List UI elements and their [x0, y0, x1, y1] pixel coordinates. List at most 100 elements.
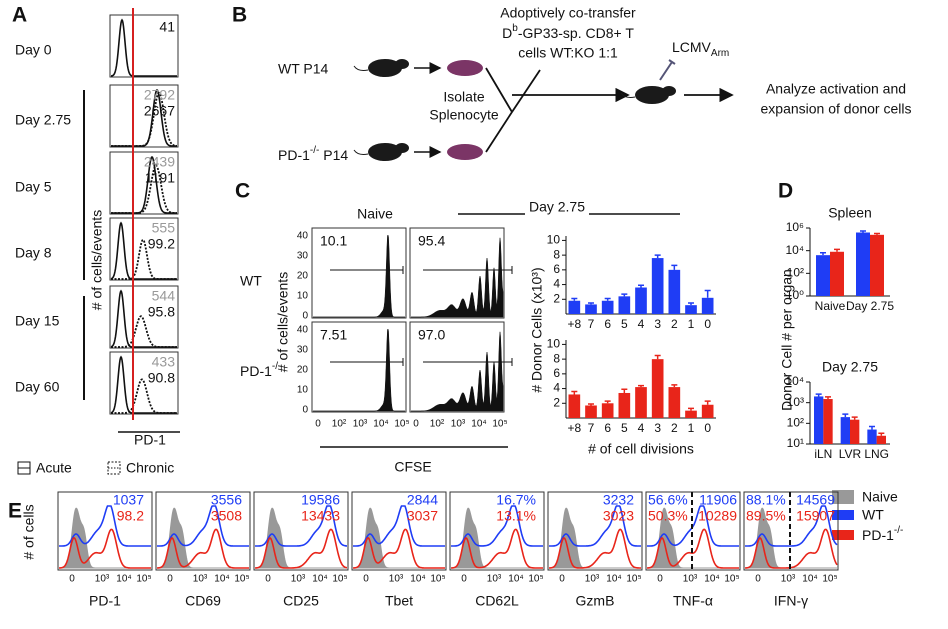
histogram	[549, 505, 641, 547]
histogram	[353, 528, 445, 569]
bar	[585, 405, 597, 418]
y-tick-label: 8	[553, 351, 560, 365]
histogram	[110, 221, 177, 280]
value-label: 13.1%	[496, 508, 536, 524]
step-label: Db-GP33-sp. CD8+ T	[502, 23, 634, 41]
value-label: 13433	[301, 508, 340, 524]
error-bar	[704, 289, 711, 298]
x-tick-label: 10²	[332, 419, 347, 430]
y-tick-label: 10¹	[787, 436, 804, 450]
bar	[685, 305, 697, 314]
bar	[685, 410, 697, 418]
error-bar	[869, 425, 875, 430]
x-tick-label: +8	[567, 317, 581, 331]
error-bar	[604, 297, 611, 301]
histogram-frame	[311, 227, 407, 319]
day-label: Day 8	[15, 245, 52, 261]
mouse	[620, 86, 676, 104]
value-label: 1191	[145, 170, 175, 186]
day-label: Day 15	[15, 313, 60, 329]
step-label: Adoptively co-transfer	[500, 5, 636, 21]
histogram	[111, 315, 177, 348]
bar	[618, 392, 631, 418]
value-label: 3023	[603, 508, 634, 524]
bar	[850, 419, 860, 444]
histogram	[255, 528, 347, 569]
x-tick-label: +8	[567, 421, 581, 435]
step-label: Splenocyte	[429, 107, 498, 123]
histogram-frame	[311, 321, 407, 413]
x-tick-label: 0	[704, 421, 711, 435]
histogram-frame	[155, 491, 251, 571]
x-tick-label: iLN	[814, 447, 832, 461]
x-tick-label: 10⁵	[822, 574, 837, 585]
x-tick-label: 10⁴	[214, 574, 229, 585]
x-tick-label: 0	[363, 574, 369, 585]
x-tick-label: 5	[621, 421, 628, 435]
value-label: 19586	[301, 492, 340, 508]
histogram-frame	[109, 151, 179, 215]
value-label: 2439	[144, 154, 175, 170]
histogram	[255, 505, 347, 547]
histogram	[59, 528, 151, 569]
value-label: 3508	[211, 508, 242, 524]
x-tick-label: 0	[413, 419, 419, 430]
marker-label: PD-1	[89, 593, 121, 609]
x-tick-label: 0	[315, 419, 321, 430]
bar	[823, 399, 833, 444]
histogram-frame	[109, 84, 179, 148]
x-tick-label: 10³	[781, 574, 796, 585]
histogram-frame	[253, 491, 349, 571]
value-label: 99.2	[148, 236, 175, 252]
histogram-frame	[109, 285, 179, 349]
marker-label: CD69	[185, 593, 221, 609]
marker-label: Tbet	[385, 593, 413, 609]
x-tick-label: 2	[671, 421, 678, 435]
x-tick-label: 6	[604, 317, 611, 331]
row-label: WT	[240, 273, 262, 289]
y-tick-label: 10⁶	[786, 220, 804, 234]
x-axis-label: # of cell divisions	[588, 441, 694, 457]
x-tick-label: 1	[688, 421, 695, 435]
histogram-frame	[409, 227, 505, 319]
histogram	[451, 507, 543, 569]
spleen	[447, 144, 483, 160]
x-tick-label: 0	[755, 574, 761, 585]
x-tick-label: 10⁴	[606, 574, 621, 585]
x-tick-label: 10³	[683, 574, 698, 585]
x-tick-label: 10⁴	[802, 574, 817, 585]
x-tick-label: 0	[657, 574, 663, 585]
error-bar	[825, 396, 831, 400]
x-tick-label: 10⁵	[394, 419, 409, 430]
y-tick-label: 8	[553, 247, 560, 261]
subscript: Arm	[711, 48, 729, 59]
bar	[568, 300, 581, 314]
error-bar	[621, 388, 628, 393]
x-tick-label: 10²	[430, 419, 445, 430]
spleen	[447, 60, 483, 76]
x-tick-label: 4	[638, 421, 645, 435]
value-label: 56.6%	[648, 492, 688, 508]
legend-label: Chronic	[126, 460, 174, 476]
x-tick-label: 7	[588, 317, 595, 331]
x-tick-label: 7	[588, 421, 595, 435]
chart-title: Day 2.75	[822, 359, 878, 375]
x-tick-label: 2	[671, 317, 678, 331]
x-tick-label: Naive	[815, 299, 846, 313]
histogram-frame	[409, 321, 505, 413]
text: -GP33-sp. CD8+ T	[518, 25, 635, 41]
marker-label: IFN-γ	[774, 593, 808, 609]
y-axis-label: Donor Cell # per organ	[779, 269, 795, 411]
x-tick-label: LVR	[839, 447, 862, 461]
x-tick-label: 10³	[291, 574, 306, 585]
legend-label: WT	[862, 507, 884, 523]
y-tick-label: 20	[297, 365, 309, 376]
day-label: Day 60	[15, 379, 60, 395]
y-tick-label: 6	[553, 262, 560, 276]
error-bar	[571, 297, 578, 301]
connector	[485, 67, 541, 153]
value-label: 544	[152, 288, 176, 304]
x-tick-label: 10⁵	[234, 574, 249, 585]
histogram-frame	[109, 14, 179, 78]
